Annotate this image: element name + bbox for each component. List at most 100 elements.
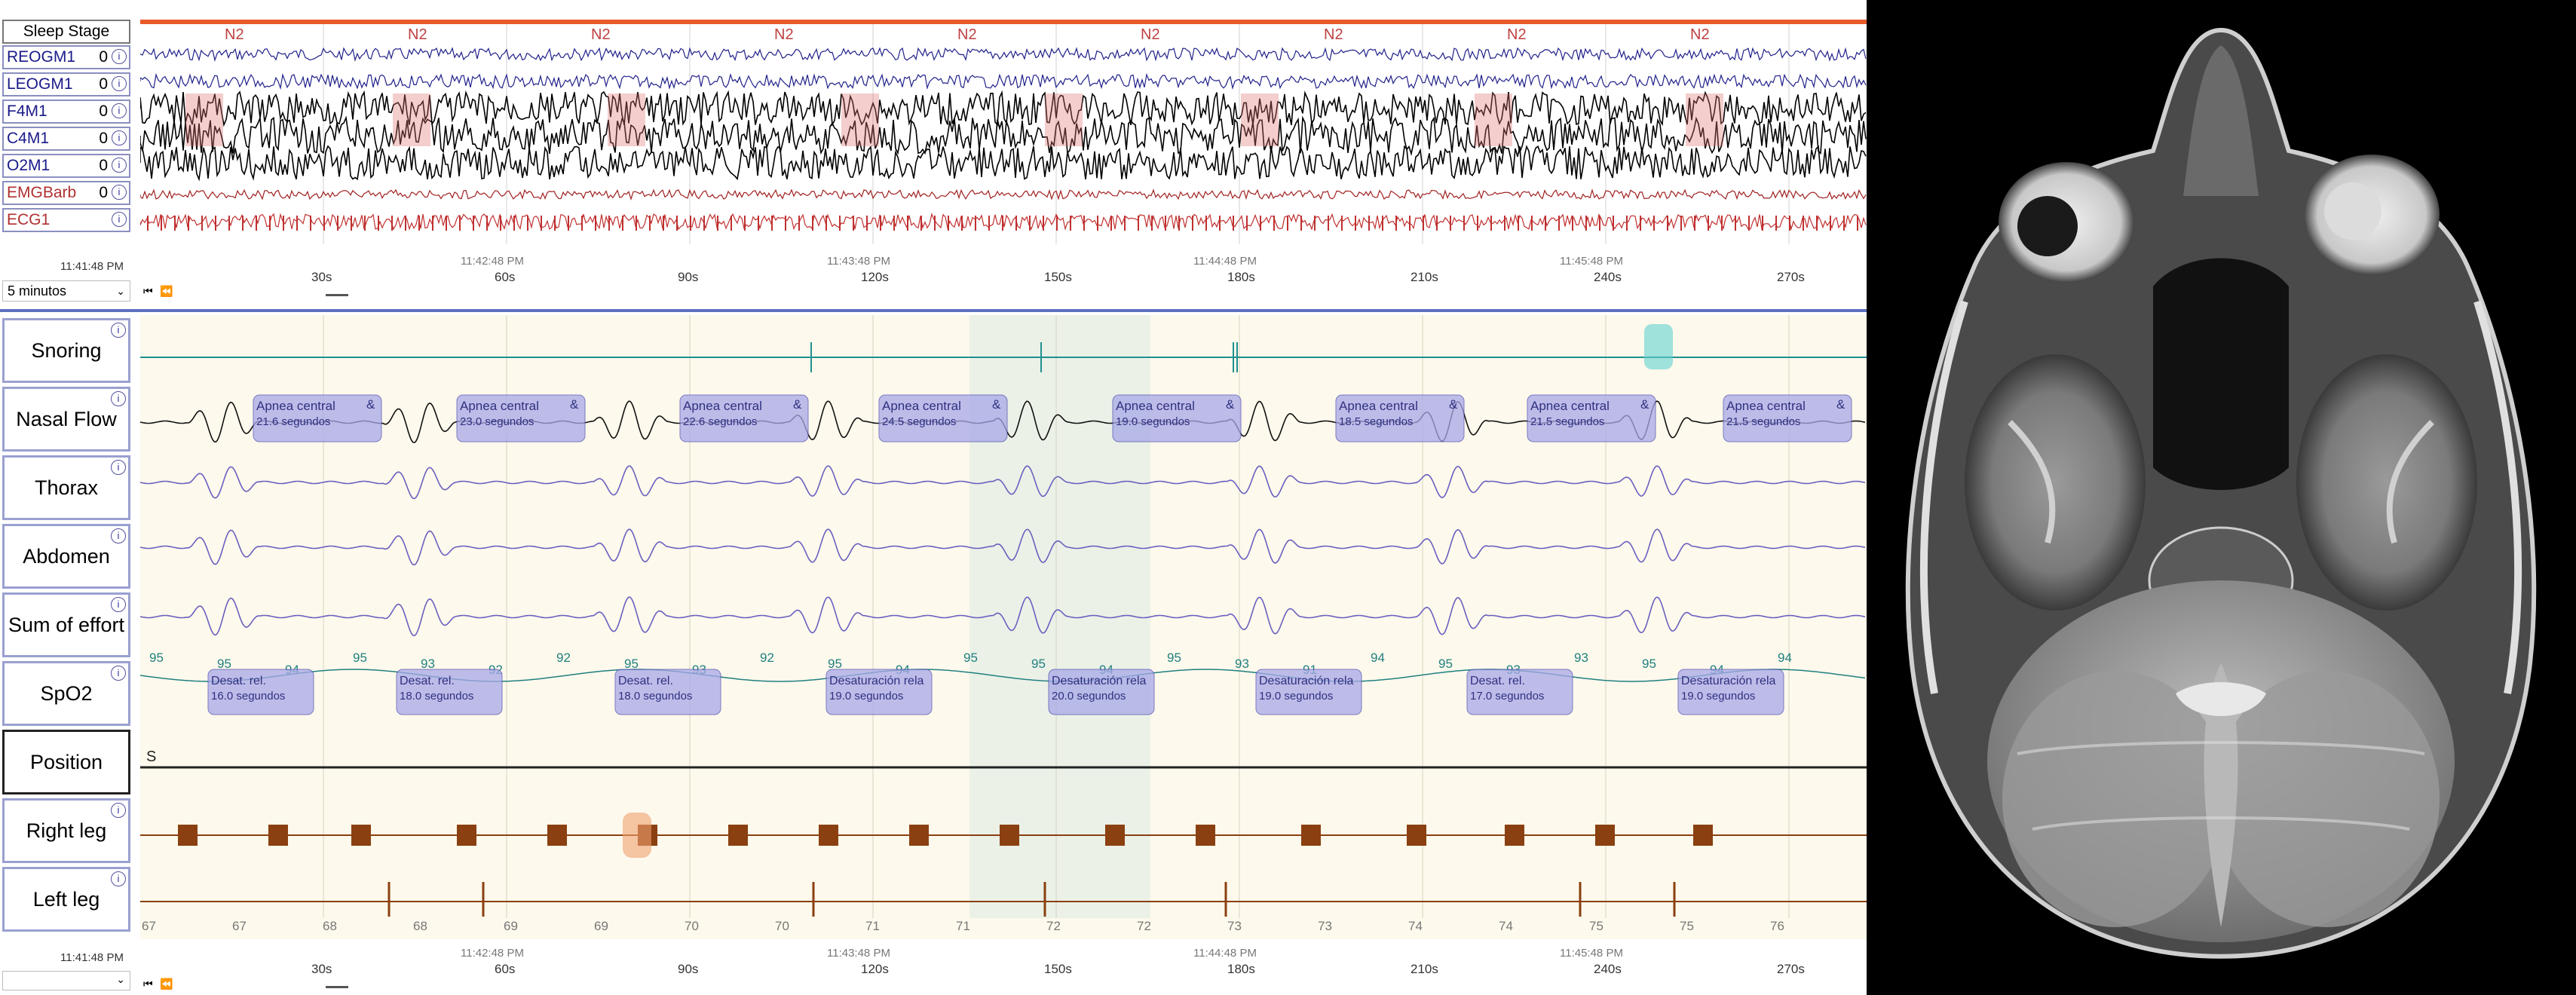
thorax-trace (140, 465, 1866, 500)
scroll-thumb-bottom[interactable] (326, 986, 348, 988)
desaturation-event[interactable]: Desat. rel. 17.0 segundos (1466, 669, 1573, 715)
desaturation-event[interactable]: Desat. rel. 18.0 segundos (614, 669, 721, 715)
apnea-event[interactable]: Apnea central 23.0 segundos & (456, 394, 586, 442)
spo2-value: 94 (1371, 651, 1385, 665)
nav-prev-button-bottom[interactable]: ⏪ (160, 978, 173, 990)
desaturation-event[interactable]: Desat. rel. 16.0 segundos (207, 669, 314, 715)
apnea-event[interactable]: Apnea central 21.5 segundos & (1723, 394, 1852, 442)
channel-right-leg[interactable]: Right leg i (2, 798, 130, 863)
time-tick: 60s (495, 270, 516, 284)
time-tick: 180s (1227, 270, 1255, 284)
stage-label: N2 (774, 26, 794, 43)
desaturation-event[interactable]: Desaturación rela 20.0 segundos (1048, 669, 1155, 715)
leg-movement (547, 825, 567, 846)
link-icon: & (992, 397, 1001, 412)
scroll-thumb[interactable] (326, 294, 348, 296)
channel-name: Left leg (32, 888, 100, 911)
time-tick: 120s (861, 962, 889, 976)
info-icon[interactable]: i (111, 597, 126, 612)
link-icon: & (570, 397, 579, 412)
spo2-value: 92 (556, 651, 571, 665)
epoch-number: 74 (1499, 919, 1513, 933)
spo2-value: 93 (1235, 657, 1249, 671)
channel-left-leg[interactable]: Left leg i (2, 867, 130, 932)
svg-text:Desat. rel.: Desat. rel. (211, 675, 266, 687)
info-icon[interactable]: i (111, 460, 126, 475)
info-icon[interactable]: i (111, 871, 126, 886)
svg-text:20.0 segundos: 20.0 segundos (1052, 690, 1126, 703)
info-icon[interactable]: i (112, 130, 127, 145)
info-icon[interactable]: i (112, 212, 127, 227)
window-length-select[interactable]: 5 minutos ⌄ (2, 280, 130, 302)
apnea-event[interactable]: Apnea central 21.5 segundos & (1527, 394, 1656, 442)
channel-nasal-flow[interactable]: Nasal Flow i (2, 387, 130, 452)
spo2-value: 95 (963, 651, 978, 665)
nav-prev-button[interactable]: ⏪ (160, 285, 173, 297)
stage-label: N2 (225, 26, 244, 43)
channel-abdomen[interactable]: Abdomen i (2, 524, 130, 589)
info-icon[interactable]: i (111, 528, 126, 543)
eeg-channel-leogm1[interactable]: LEOGM1 0 i (2, 72, 130, 96)
eeg-channel-f4m1[interactable]: F4M1 0 i (2, 100, 130, 124)
eeg-channel-ecg1[interactable]: ECG1 i (2, 208, 130, 232)
time-tick: 240s (1594, 270, 1622, 284)
channel-sum-of-effort[interactable]: Sum of effort i (2, 592, 130, 657)
eeg-channel-o2m1[interactable]: O2M1 0 i (2, 154, 130, 178)
leg-movement (1505, 825, 1524, 846)
sum-effort-trace (140, 596, 1866, 637)
channel-position[interactable]: Position (2, 730, 130, 794)
info-icon[interactable]: i (112, 158, 127, 173)
leg-movement (819, 825, 838, 846)
channel-name: O2M1 (7, 157, 51, 174)
channel-snoring[interactable]: Snoring i (2, 318, 130, 383)
apnea-event[interactable]: Apnea central 22.6 segundos & (679, 394, 809, 442)
apnea-event[interactable]: Apnea central 19.0 segundos & (1112, 394, 1242, 442)
position-value: S (146, 749, 156, 765)
clock-tick: 11:43:48 PM (827, 255, 890, 268)
eeg-trace-5 (140, 188, 1867, 201)
info-icon[interactable]: i (112, 76, 127, 91)
info-icon[interactable]: i (111, 803, 126, 818)
svg-text:21.5 segundos: 21.5 segundos (1726, 415, 1800, 428)
epoch-number: 72 (1046, 919, 1061, 933)
eeg-channel-emgbarb[interactable]: EMGBarb 0 i (2, 181, 130, 205)
panel-divider (0, 309, 1867, 312)
epoch-number: 73 (1318, 919, 1332, 933)
nav-first-button-bottom[interactable]: ⏮ (143, 978, 153, 990)
desaturation-event[interactable]: Desat. rel. 18.0 segundos (396, 669, 503, 715)
desaturation-event[interactable]: Desaturación rela 19.0 segundos (825, 669, 933, 715)
desaturation-event[interactable]: Desaturación rela 19.0 segundos (1677, 669, 1784, 715)
time-tick: 210s (1411, 962, 1438, 976)
nav-first-button[interactable]: ⏮ (143, 285, 153, 297)
apnea-event[interactable]: Apnea central 18.5 segundos & (1335, 394, 1465, 442)
bottom-window-select[interactable]: ⌄ (2, 971, 130, 990)
clock-tick: 11:45:48 PM (1560, 947, 1623, 960)
link-icon: & (1836, 397, 1845, 412)
channel-spo2[interactable]: SpO2 i (2, 661, 130, 726)
svg-text:Apnea central: Apnea central (1339, 399, 1418, 413)
arousal-marker (1045, 93, 1083, 146)
info-icon[interactable]: i (111, 666, 126, 681)
arousal-marker (1475, 93, 1512, 146)
info-icon[interactable]: i (111, 391, 126, 406)
eeg-channel-reogm1[interactable]: REOGM1 0 i (2, 45, 130, 69)
svg-text:17.0 segundos: 17.0 segundos (1470, 690, 1544, 703)
eeg-channel-c4m1[interactable]: C4M1 0 i (2, 127, 130, 151)
desaturation-event[interactable]: Desaturación rela 19.0 segundos (1255, 669, 1362, 715)
channel-thorax[interactable]: Thorax i (2, 455, 130, 520)
channel-name: Snoring (31, 339, 102, 362)
arousal-marker (393, 93, 430, 146)
info-icon[interactable]: i (112, 103, 127, 118)
apnea-event[interactable]: Apnea central 21.6 segundos & (253, 394, 382, 442)
info-icon[interactable]: i (111, 323, 126, 338)
leg-movement (1595, 825, 1615, 846)
eeg-signal-area[interactable]: N2 N2 N2 N2 N2 N2 N2 N2 N2 (140, 18, 1867, 244)
time-tick: 90s (678, 270, 699, 284)
sleep-stage-label: Sleep Stage (2, 20, 130, 44)
svg-text:Desaturación rela: Desaturación rela (829, 675, 924, 687)
spo2-value: 95 (1438, 657, 1453, 671)
info-icon[interactable]: i (112, 185, 127, 200)
apnea-event[interactable]: Apnea central 24.5 segundos & (878, 394, 1008, 442)
info-icon[interactable]: i (112, 49, 127, 64)
